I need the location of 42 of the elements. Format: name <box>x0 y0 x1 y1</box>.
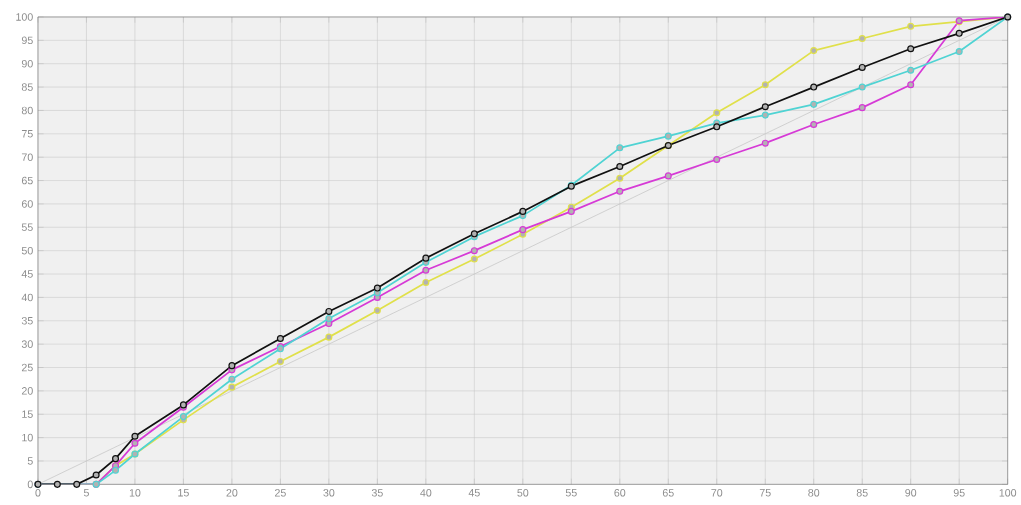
y-tick-label: 90 <box>21 59 33 68</box>
y-tick-label: 80 <box>21 106 33 115</box>
y-tick-label: 100 <box>16 13 33 21</box>
y-tick-label: 55 <box>21 223 33 231</box>
x-tick-label: 45 <box>468 488 480 497</box>
x-tick-label: 10 <box>129 488 141 497</box>
y-tick-label: 5 <box>27 457 33 465</box>
y-tick-label: 10 <box>22 433 33 442</box>
y-tick-label: 30 <box>21 340 33 348</box>
x-tick-label: 90 <box>905 488 917 497</box>
x-tick-label: 65 <box>662 488 674 497</box>
y-tick-label: 70 <box>21 153 33 161</box>
x-tick-label: 15 <box>178 488 189 497</box>
x-tick-label: 40 <box>420 488 432 497</box>
y-tick-label: 85 <box>21 83 33 91</box>
y-tick-label: 40 <box>21 293 33 302</box>
y-tick-label: 65 <box>21 176 33 185</box>
x-tick-label: 85 <box>856 488 868 497</box>
x-tick-label: 35 <box>371 488 383 497</box>
x-tick-label: 30 <box>323 488 335 497</box>
x-tick-label: 0 <box>35 488 41 497</box>
x-tick-label: 5 <box>83 488 89 497</box>
x-tick-label: 55 <box>565 488 577 497</box>
y-tick-label: 60 <box>21 200 33 208</box>
y-tick-label: 0 <box>27 480 33 488</box>
x-tick-label: 70 <box>711 488 723 497</box>
y-tick-label: 95 <box>21 36 33 44</box>
x-tick-label: 75 <box>759 488 771 497</box>
y-tick-label: 75 <box>21 129 33 138</box>
x-tick-label: 60 <box>614 488 626 497</box>
y-tick-label: 50 <box>21 246 33 255</box>
x-tick-label: 20 <box>226 488 238 497</box>
y-tick-label: 35 <box>21 316 33 325</box>
x-tick-label: 95 <box>953 488 965 497</box>
x-tick-label: 25 <box>275 488 286 497</box>
x-tick-label: 80 <box>808 488 820 497</box>
y-tick-label: 15 <box>22 410 33 418</box>
y-tick-label: 25 <box>21 363 33 372</box>
x-tick-label: 100 <box>999 488 1017 497</box>
y-tick-label: 45 <box>21 270 33 278</box>
x-tick-label: 50 <box>517 488 529 497</box>
y-tick-label: 20 <box>21 386 33 395</box>
